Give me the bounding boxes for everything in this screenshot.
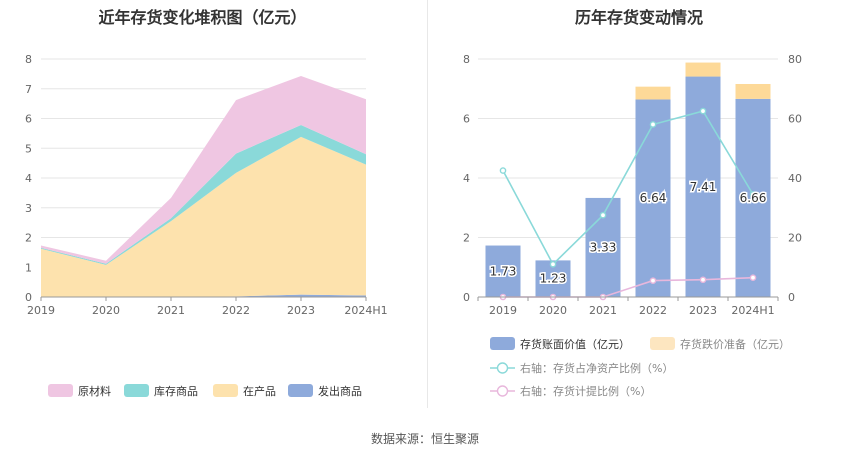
- area-series-库存商品: [41, 125, 366, 265]
- x-tick-label: 2019: [27, 304, 55, 317]
- line-point: [649, 121, 657, 128]
- line-point: [699, 276, 707, 284]
- legend-marker: [496, 362, 509, 374]
- left-y-tick-label: 4: [463, 172, 470, 185]
- bar-存货跌价准备（亿元）: [735, 83, 771, 99]
- y-tick-label: 1: [25, 261, 32, 274]
- x-tick-label: 2022: [222, 304, 250, 317]
- y-tick-label: 0: [25, 291, 32, 304]
- left-chart-title: 近年存货变化堆积图（亿元）: [98, 8, 307, 27]
- right-y-tick-label: 20: [788, 232, 802, 245]
- legend-label: 发出商品: [318, 384, 362, 398]
- right-y-tick-label: 0: [788, 291, 795, 304]
- y-tick-label: 8: [25, 53, 32, 66]
- right-y-tick-label: 40: [788, 172, 802, 185]
- x-tick-label: 2021: [157, 304, 185, 317]
- bar-value-label: 6.66: [740, 191, 767, 205]
- y-tick-label: 3: [25, 202, 32, 215]
- line-point: [499, 167, 507, 174]
- line-point: [749, 274, 757, 281]
- right-chart-title: 历年存货变动情况: [574, 8, 703, 27]
- legend-label: 库存商品: [154, 384, 198, 398]
- legend-swatch: [213, 384, 238, 397]
- bar-value-label: 1.23: [540, 272, 567, 286]
- bar-存货跌价准备（亿元）: [685, 62, 721, 77]
- legend-label: 存货账面价值（亿元）: [520, 337, 630, 351]
- legend-swatch: [48, 384, 73, 397]
- bar-value-label: 6.64: [640, 191, 667, 205]
- area-series-发出商品: [41, 294, 366, 297]
- legend-swatch: [490, 337, 515, 350]
- line-point: [549, 260, 557, 268]
- bar-存货账面价值（亿元）: [635, 99, 671, 298]
- x-tick-label: 2022: [639, 304, 667, 317]
- line-右轴：存货占净资产比例（%）: [502, 110, 754, 266]
- bar-value-label: 3.33: [590, 240, 617, 254]
- x-tick-label: 2019: [489, 304, 517, 317]
- legend-label: 原材料: [78, 384, 111, 398]
- x-tick-label: 2023: [287, 304, 315, 317]
- y-tick-label: 2: [25, 232, 32, 245]
- bar-value-label: 7.41: [690, 180, 717, 194]
- legend-label: 存货跌价准备（亿元）: [680, 337, 790, 351]
- right-y-tick-label: 80: [788, 53, 802, 66]
- panel-divider: [427, 0, 428, 408]
- y-tick-label: 7: [25, 83, 32, 96]
- area-series-原材料: [41, 76, 366, 264]
- bar-存货账面价值（亿元）: [485, 245, 521, 297]
- x-tick-label: 2021: [589, 304, 617, 317]
- bar-value-label: 1.73: [490, 264, 517, 278]
- legend-swatch: [124, 384, 149, 397]
- legend-label: 右轴：存货占净资产比例（%）: [520, 361, 673, 375]
- bar-存货跌价准备（亿元）: [635, 86, 671, 100]
- legend-label: 右轴：存货计提比例（%）: [520, 384, 651, 398]
- area-series-在产品: [41, 136, 366, 297]
- left-y-tick-label: 2: [463, 232, 470, 245]
- line-point: [699, 107, 707, 115]
- bar-存货账面价值（亿元）: [735, 98, 771, 298]
- legend-marker: [496, 385, 509, 397]
- left-y-tick-label: 0: [463, 291, 470, 304]
- line-point: [599, 211, 607, 219]
- x-tick-label: 2023: [689, 304, 717, 317]
- x-tick-label: 2024H1: [731, 304, 774, 317]
- legend-swatch: [650, 337, 675, 350]
- left-y-tick-label: 6: [463, 113, 470, 126]
- line-point: [749, 191, 757, 198]
- right-y-tick-label: 60: [788, 113, 802, 126]
- x-tick-label: 2020: [92, 304, 120, 317]
- left-y-tick-label: 8: [463, 53, 470, 66]
- y-tick-label: 5: [25, 142, 32, 155]
- y-tick-label: 6: [25, 113, 32, 126]
- data-source-note: 数据来源：恒生聚源: [370, 432, 479, 446]
- x-tick-label: 2024H1: [344, 304, 387, 317]
- line-point: [649, 277, 657, 284]
- x-tick-label: 2020: [539, 304, 567, 317]
- legend-label: 在产品: [243, 384, 276, 398]
- legend-swatch: [288, 384, 313, 397]
- y-tick-label: 4: [25, 172, 32, 185]
